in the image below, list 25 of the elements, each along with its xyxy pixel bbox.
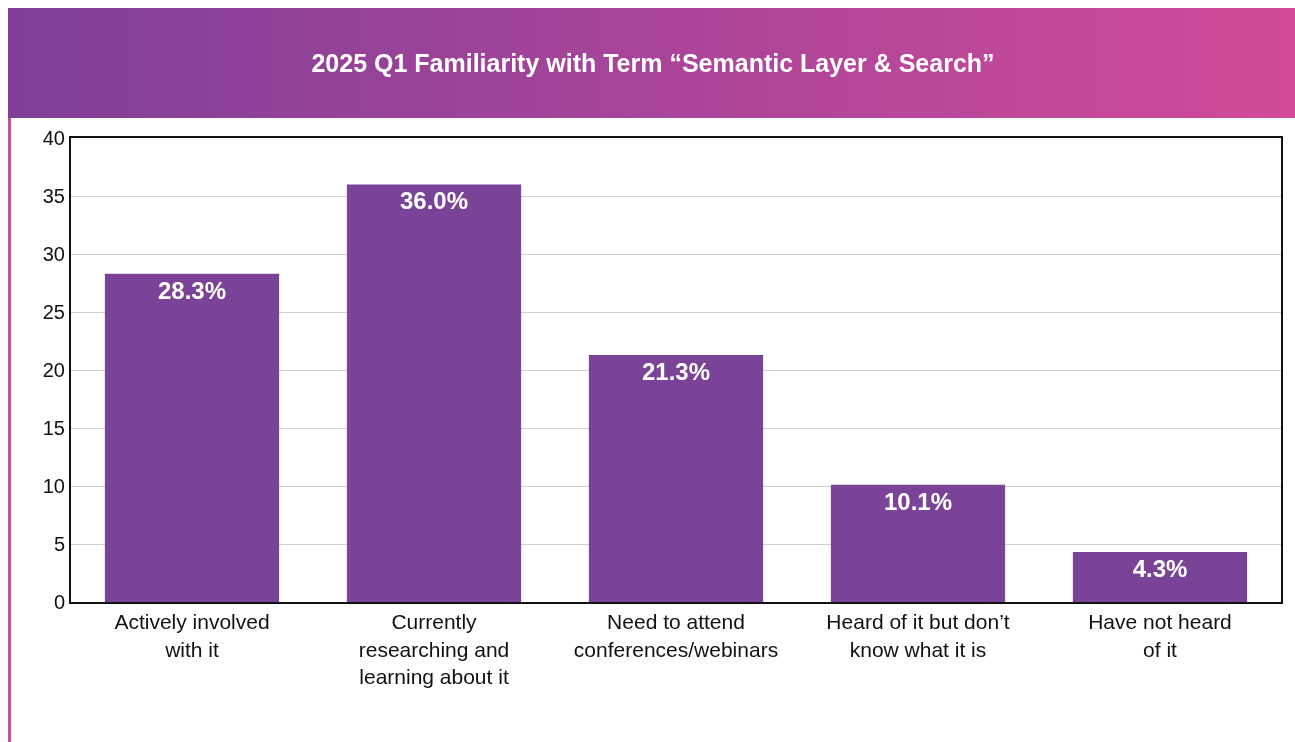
data-label: 10.1% [883, 487, 953, 515]
x-tick-label: Need to attend conferences/webinars [573, 610, 779, 661]
y-tick-label: 15 [42, 417, 65, 439]
y-tick-label: 35 [42, 185, 65, 207]
y-tick-label: 20 [42, 359, 65, 381]
x-tick-label: Currently researching and learning about it [358, 610, 510, 688]
x-tick-label: Actively involved with it [114, 610, 270, 661]
bar [346, 184, 522, 602]
y-tick-label: 30 [42, 243, 65, 265]
y-tick-label: 40 [42, 127, 65, 149]
bar [830, 484, 1006, 602]
data-label: 4.3% [1132, 555, 1188, 583]
y-tick-label: 25 [42, 301, 65, 323]
bar [1072, 552, 1248, 602]
x-tick-label: Have not heard of it [1088, 610, 1232, 661]
x-tick-label: Heard of it but don’t know what it is [826, 610, 1010, 661]
bar [588, 354, 764, 602]
bar [104, 273, 280, 602]
data-label: 21.3% [641, 357, 711, 385]
y-tick-label: 0 [53, 591, 65, 613]
chart-title: 2025 Q1 Familiarity with Term “Semantic Layer & Search” [8, 8, 1295, 118]
data-label: 36.0% [399, 187, 469, 215]
y-tick-label: 5 [53, 533, 65, 555]
y-tick-label: 10 [42, 475, 65, 497]
data-label: 28.3% [157, 276, 227, 304]
